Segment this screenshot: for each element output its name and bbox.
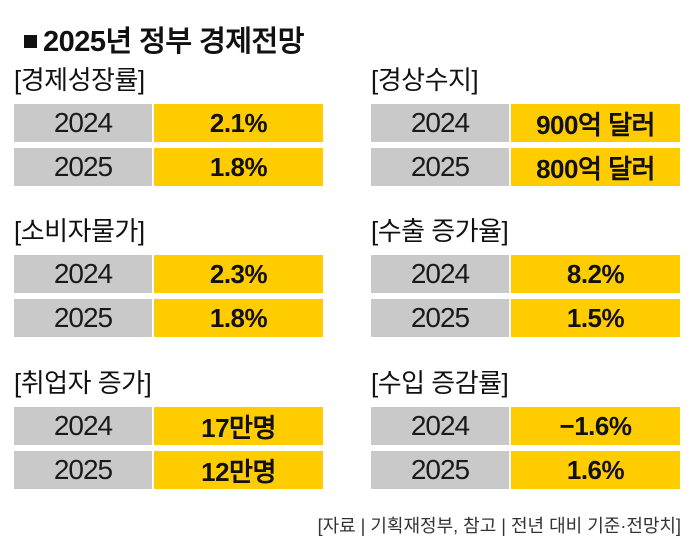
value-cell: 900억 달러 <box>511 104 680 142</box>
year-cell: 2024 <box>14 104 152 142</box>
panel-consumer-prices: [소비자물가] 2024 2.3% 2025 1.8% <box>14 213 323 337</box>
value-cell: 2.3% <box>154 255 323 293</box>
table-row: 2024 17만명 <box>14 407 323 445</box>
table-row: 2025 800억 달러 <box>371 148 680 186</box>
value-cell: 1.5% <box>511 299 680 337</box>
panel-title: [경상수지] <box>371 65 479 95</box>
value-cell: 1.8% <box>154 299 323 337</box>
year-cell: 2024 <box>371 407 509 445</box>
source-note: [자료 | 기획재정부, 참고 | 전년 대비 기준·전망치] <box>317 516 681 536</box>
value-cell: 1.8% <box>154 148 323 186</box>
panel-export-growth: [수출 증가율] 2024 8.2% 2025 1.5% <box>371 213 680 337</box>
table-row: 2025 12만명 <box>14 451 323 489</box>
table-row: 2024 2.3% <box>14 255 323 293</box>
year-cell: 2024 <box>371 255 509 293</box>
year-cell: 2025 <box>371 451 509 489</box>
value-cell: 1.6% <box>511 451 680 489</box>
year-cell: 2025 <box>14 451 152 489</box>
value-cell: −1.6% <box>511 407 680 445</box>
value-cell: 2.1% <box>154 104 323 142</box>
panel-import-change: [수입 증감률] 2024 −1.6% 2025 1.6% <box>371 365 680 489</box>
panel-title: [수입 증감률] <box>371 368 509 398</box>
square-bullet-icon <box>24 34 37 48</box>
panel-gdp-growth: [경제성장률] 2024 2.1% 2025 1.8% <box>14 62 323 186</box>
panel-employment-growth: [취업자 증가] 2024 17만명 2025 12만명 <box>14 365 323 489</box>
table-row: 2024 8.2% <box>371 255 680 293</box>
table-row: 2024 2.1% <box>14 104 323 142</box>
year-cell: 2025 <box>371 299 509 337</box>
year-cell: 2025 <box>14 299 152 337</box>
table-row: 2025 1.8% <box>14 148 323 186</box>
table-row: 2025 1.6% <box>371 451 680 489</box>
page-title: 2025년 정부 경제전망 <box>24 18 304 60</box>
table-row: 2024 −1.6% <box>371 407 680 445</box>
year-cell: 2025 <box>14 148 152 186</box>
panel-title: [소비자물가] <box>14 216 145 246</box>
panel-title: [수출 증가율] <box>371 216 509 246</box>
table-row: 2024 900억 달러 <box>371 104 680 142</box>
table-row: 2025 1.5% <box>371 299 680 337</box>
table-row: 2025 1.8% <box>14 299 323 337</box>
panel-title: [취업자 증가] <box>14 368 152 398</box>
year-cell: 2024 <box>371 104 509 142</box>
panel-current-account: [경상수지] 2024 900억 달러 2025 800억 달러 <box>371 62 680 186</box>
value-cell: 12만명 <box>154 451 323 489</box>
value-cell: 8.2% <box>511 255 680 293</box>
year-cell: 2024 <box>14 407 152 445</box>
value-cell: 800억 달러 <box>511 148 680 186</box>
year-cell: 2025 <box>371 148 509 186</box>
year-cell: 2024 <box>14 255 152 293</box>
page-title-text: 2025년 정부 경제전망 <box>43 26 304 58</box>
value-cell: 17만명 <box>154 407 323 445</box>
panel-title: [경제성장률] <box>14 65 145 95</box>
